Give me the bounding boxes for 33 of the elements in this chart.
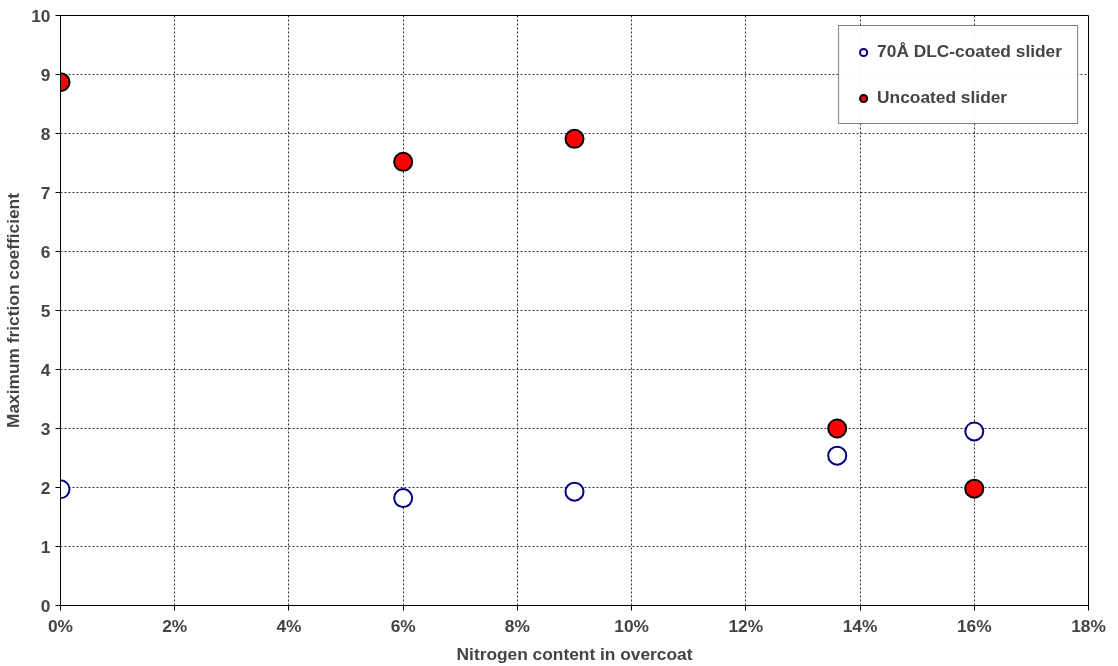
point bbox=[827, 418, 848, 439]
y-tick-label: 3 bbox=[40, 418, 51, 439]
x-axis-title: Nitrogen content in overcoat bbox=[456, 643, 693, 664]
point bbox=[564, 481, 585, 502]
point bbox=[827, 445, 848, 466]
point bbox=[564, 128, 585, 149]
point bbox=[964, 421, 985, 442]
x-tick-label: 4% bbox=[276, 615, 302, 636]
x-tick-label: 6% bbox=[390, 615, 416, 636]
x-tick-label: 10% bbox=[614, 615, 649, 636]
y-tick-label: 10 bbox=[31, 5, 51, 26]
point bbox=[393, 151, 414, 172]
point bbox=[964, 478, 985, 499]
y-tick-label: 0 bbox=[40, 595, 51, 616]
y-tick-label: 7 bbox=[40, 182, 51, 203]
x-tick-label: 18% bbox=[1071, 615, 1106, 636]
point bbox=[393, 488, 414, 509]
x-tick-label: 0% bbox=[47, 615, 74, 636]
y-axis-title: Maximum friction coefficient bbox=[3, 192, 24, 428]
x-tick-label: 8% bbox=[504, 615, 530, 636]
y-tick-label: 2 bbox=[40, 477, 51, 498]
legend-label: 70Å DLC-coated slider bbox=[877, 41, 1062, 62]
x-tick-label: 16% bbox=[956, 615, 992, 636]
x-tick-label: 12% bbox=[728, 615, 764, 636]
y-tick-label: 4 bbox=[40, 359, 51, 380]
y-tick-label: 1 bbox=[40, 536, 51, 557]
y-tick-label: 6 bbox=[40, 241, 51, 262]
x-tick-label: 14% bbox=[842, 615, 878, 636]
x-tick-label: 2% bbox=[162, 615, 188, 636]
legend-label: Uncoated slider bbox=[877, 87, 1008, 108]
y-tick-label: 9 bbox=[40, 64, 51, 85]
y-tick-label: 8 bbox=[40, 123, 51, 144]
y-tick-label: 5 bbox=[40, 300, 51, 321]
